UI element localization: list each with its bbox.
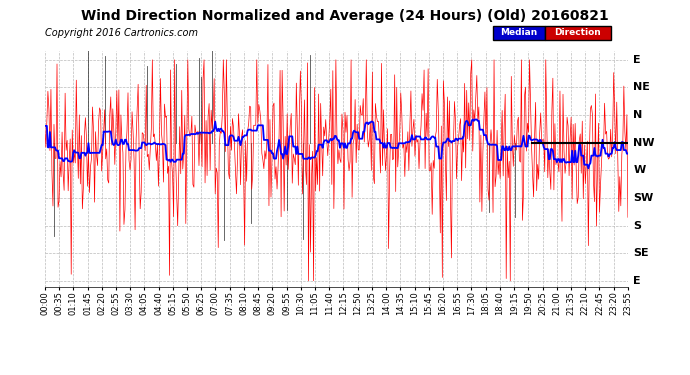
Text: Median: Median [501,28,538,37]
Text: N: N [633,110,642,120]
Text: Direction: Direction [555,28,601,37]
Text: SW: SW [633,193,653,203]
Text: W: W [633,165,646,175]
Text: E: E [633,55,641,65]
Text: Copyright 2016 Cartronics.com: Copyright 2016 Cartronics.com [45,28,198,38]
Text: Wind Direction Normalized and Average (24 Hours) (Old) 20160821: Wind Direction Normalized and Average (2… [81,9,609,23]
Text: S: S [633,220,642,231]
Text: E: E [633,276,641,286]
Text: NW: NW [633,138,655,148]
Text: NE: NE [633,82,651,93]
Text: SE: SE [633,248,649,258]
